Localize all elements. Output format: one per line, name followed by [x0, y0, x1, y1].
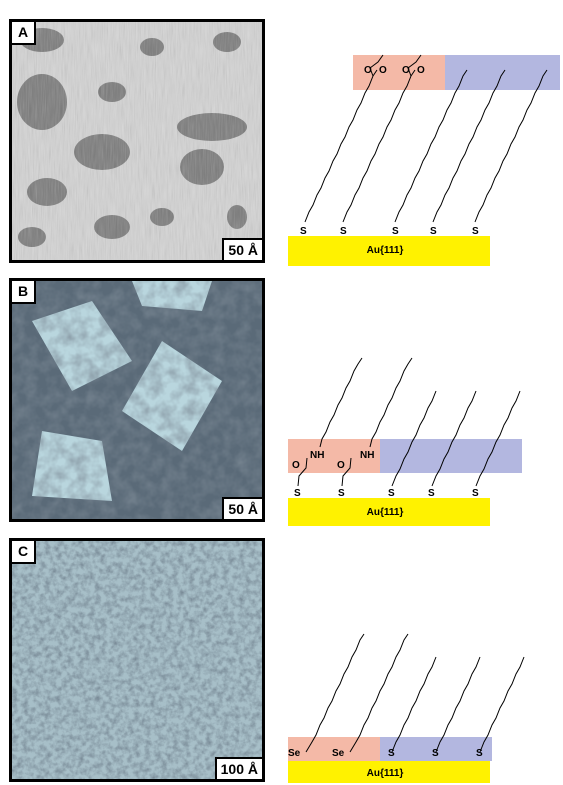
alkyl-chains	[304, 54, 548, 223]
thiol-domain	[380, 737, 492, 761]
sulfur-atom: S	[430, 226, 437, 237]
amide-nh: NH	[310, 450, 324, 461]
sulfur-atom: S	[340, 226, 347, 237]
gold-substrate	[288, 236, 490, 266]
gold-substrate	[288, 498, 490, 526]
ester-domain	[353, 55, 445, 90]
stm-image-c: C 100 Å	[9, 538, 265, 782]
sulfur-atom: S	[432, 748, 439, 759]
stm-texture-c	[12, 541, 262, 779]
alkyl-chains	[305, 633, 525, 753]
monolayer-diagram-c: Au{111} Se Se S S S	[288, 633, 525, 783]
selenide-domain	[288, 737, 380, 761]
selenium-atom: Se	[288, 748, 301, 759]
carbonyl-oxygen: O	[402, 65, 410, 76]
sulfur-atom: S	[392, 226, 399, 237]
scale-bar-label: 50 Å	[222, 497, 262, 519]
atom-labels: S S S S S O O O O	[300, 65, 479, 237]
substrate-label: Au{111}	[367, 768, 404, 779]
ester-oxygen: O	[379, 65, 387, 76]
stm-image-a: A 50 Å	[9, 19, 265, 263]
sulfur-atom: S	[476, 748, 483, 759]
gold-substrate	[288, 761, 490, 783]
selenium-atom: Se	[332, 748, 345, 759]
sulfur-atom: S	[294, 488, 301, 499]
sulfur-atom: S	[388, 488, 395, 499]
scale-bar-label: 50 Å	[222, 238, 262, 260]
sulfur-atom: S	[300, 226, 307, 237]
panel-letter: B	[12, 281, 36, 304]
sulfur-atom: S	[472, 226, 479, 237]
stm-image-b: 50 Å B	[9, 278, 265, 522]
scale-bar-label: 100 Å	[214, 757, 262, 779]
monolayer-diagram-b: Au{111} S S S S S O O NH NH	[288, 357, 522, 526]
sulfur-atom: S	[472, 488, 479, 499]
sulfur-atom: S	[428, 488, 435, 499]
substrate-label: Au{111}	[367, 245, 404, 256]
monolayer-diagram-a: Au{111} S S S S S O O O O	[288, 54, 560, 266]
amide-domain	[288, 439, 380, 473]
stm-texture-a	[12, 22, 262, 260]
carbonyl-oxygen: O	[337, 460, 345, 471]
carbonyl-oxygen: O	[364, 65, 372, 76]
atom-labels: S S S S S O O NH NH	[292, 450, 479, 499]
alkyl-domain	[445, 55, 560, 90]
ester-oxygen: O	[417, 65, 425, 76]
atom-labels: Se Se S S S	[288, 748, 483, 759]
substrate-label: Au{111}	[367, 507, 404, 518]
panel-letter: A	[12, 22, 36, 45]
sulfur-atom: S	[338, 488, 345, 499]
stm-texture-b	[12, 281, 262, 519]
panel-letter: C	[12, 541, 36, 564]
carbonyl-oxygen: O	[292, 460, 300, 471]
alkyl-chains	[297, 357, 521, 487]
sulfur-atom: S	[388, 748, 395, 759]
amide-nh: NH	[360, 450, 374, 461]
